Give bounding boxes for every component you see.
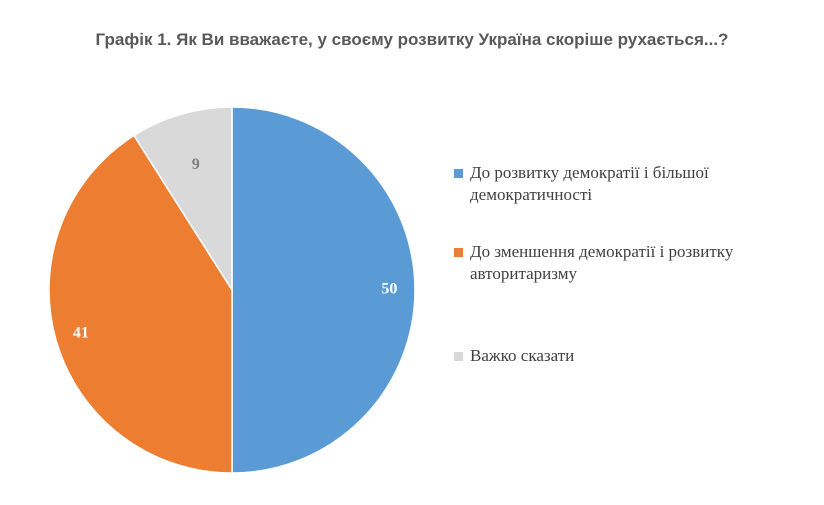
- pie-slice: [48, 134, 233, 474]
- legend-item: До розвитку демократії і більшої демокра…: [454, 162, 794, 206]
- legend-label: До розвитку демократії і більшої демокра…: [470, 163, 709, 204]
- legend-item: Важко сказати: [454, 345, 794, 367]
- pie-slice: [231, 106, 416, 474]
- legend-swatch: [454, 352, 463, 361]
- data-label: 9: [192, 156, 200, 173]
- pie-slice: [132, 106, 233, 293]
- legend-label: Важко сказати: [470, 346, 575, 365]
- data-label: 50: [381, 281, 397, 298]
- chart-title: Графік 1. Як Ви вважаєте, у своєму розви…: [95, 30, 729, 49]
- legend-label: До зменшення демократії і розвитку автор…: [470, 242, 734, 283]
- legend-swatch: [454, 169, 463, 178]
- legend-item: До зменшення демократії і розвитку автор…: [454, 241, 794, 285]
- chart-legend: До розвитку демократії і більшої демокра…: [454, 162, 794, 367]
- data-label: 41: [73, 325, 89, 342]
- legend-swatch: [454, 248, 463, 257]
